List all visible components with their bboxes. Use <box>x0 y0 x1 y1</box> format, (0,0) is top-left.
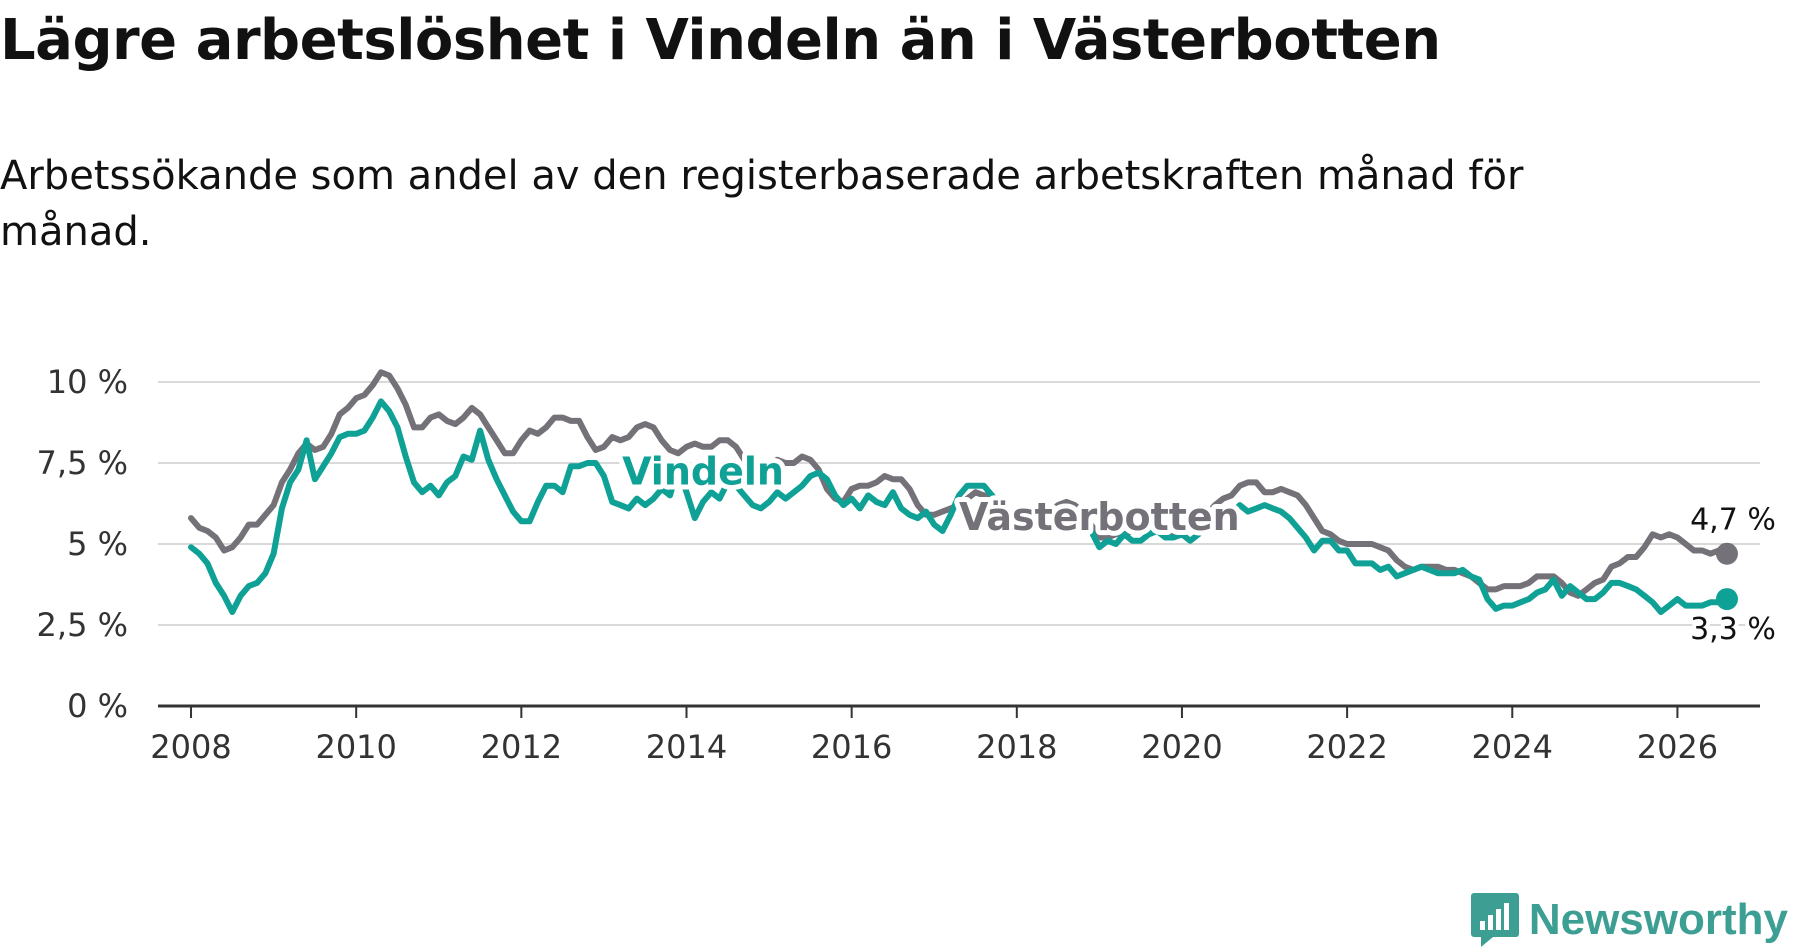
x-tick-label: 2024 <box>1472 728 1553 766</box>
newsworthy-logo-icon <box>1470 893 1519 947</box>
y-tick-label: 0 % <box>67 687 128 725</box>
x-tick-label: 2018 <box>976 728 1057 766</box>
y-tick-label: 2,5 % <box>37 606 128 644</box>
end-point-vindeln <box>1715 588 1738 611</box>
newsworthy-brand: Newsworthy <box>1470 893 1788 947</box>
series-line-vindeln <box>188 398 1730 615</box>
series-label-västerbotten: Västerbotten <box>959 495 1240 539</box>
brand-name: Newsworthy <box>1528 895 1788 944</box>
x-tick-label: 2026 <box>1637 728 1718 766</box>
series-lines <box>188 369 1738 615</box>
x-axis-tick-labels: 2008 2010 2012 2014 2016 2018 2020 2022 2024 2026 <box>150 706 1718 766</box>
end-value-label-västerbotten: 4,7 % <box>1690 503 1776 538</box>
x-tick-label: 2022 <box>1306 728 1387 766</box>
gridlines <box>158 381 1760 708</box>
end-point-västerbotten <box>1715 542 1738 565</box>
series-labels: Västerbotten 4,7 % Vindeln 3,3 % <box>617 445 1780 651</box>
y-axis-tick-labels: 0 % 2,5 % 5 % 7,5 % 10 % <box>37 363 128 725</box>
end-value-label-vindeln: 3,3 % <box>1690 612 1776 647</box>
y-tick-label: 10 % <box>47 363 128 401</box>
series-label-vindeln: Vindeln <box>622 450 784 494</box>
x-tick-label: 2020 <box>1141 728 1222 766</box>
y-tick-label: 7,5 % <box>37 444 128 482</box>
x-tick-label: 2012 <box>481 728 562 766</box>
x-tick-label: 2014 <box>646 728 727 766</box>
x-tick-label: 2016 <box>811 728 892 766</box>
x-tick-label: 2008 <box>150 728 231 766</box>
x-tick-label: 2010 <box>315 728 396 766</box>
y-tick-label: 5 % <box>67 525 128 563</box>
series-line-västerbotten <box>188 369 1730 599</box>
chart-subtitle: Arbetssökande som andel av den registerb… <box>0 153 1524 255</box>
chart-title: Lägre arbetslöshet i Vindeln än i Väster… <box>0 8 1441 73</box>
